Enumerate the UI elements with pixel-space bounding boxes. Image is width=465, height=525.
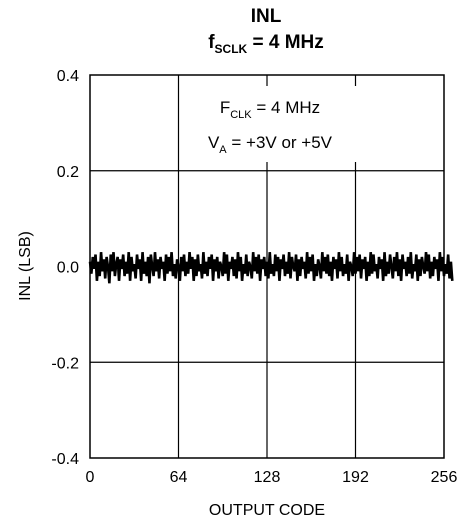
- chart-subtitle: fSCLK = 4 MHz: [208, 32, 324, 56]
- annotation-background: [188, 86, 360, 162]
- y-axis-label: INL (LSB): [17, 231, 34, 301]
- y-tick-label: -0.4: [51, 451, 79, 468]
- y-tick-label: 0.0: [57, 260, 79, 277]
- x-tick-label: 128: [254, 469, 281, 486]
- y-tick-labels: 0.4 0.2 0.0 -0.2 -0.4: [51, 68, 79, 468]
- x-tick-labels: 0 64 128 192 256: [86, 469, 458, 486]
- x-axis-label: OUTPUT CODE: [209, 502, 325, 519]
- y-tick-label: 0.4: [57, 68, 79, 85]
- x-tick-label: 256: [431, 469, 458, 486]
- x-tick-label: 64: [170, 469, 188, 486]
- annotations: FCLK = 4 MHz VA = +3V or +5V: [188, 86, 360, 162]
- x-tick-label: 0: [86, 469, 95, 486]
- x-tick-label: 192: [342, 469, 369, 486]
- series-inl: [88, 252, 454, 284]
- y-tick-label: -0.2: [51, 355, 79, 372]
- annotation-va: VA = +3V or +5V: [208, 133, 333, 156]
- annotation-fclk: FCLK = 4 MHz: [220, 98, 320, 121]
- y-tick-label: 0.2: [57, 164, 79, 181]
- series-line: [88, 252, 454, 284]
- chart-title: INL: [251, 6, 282, 27]
